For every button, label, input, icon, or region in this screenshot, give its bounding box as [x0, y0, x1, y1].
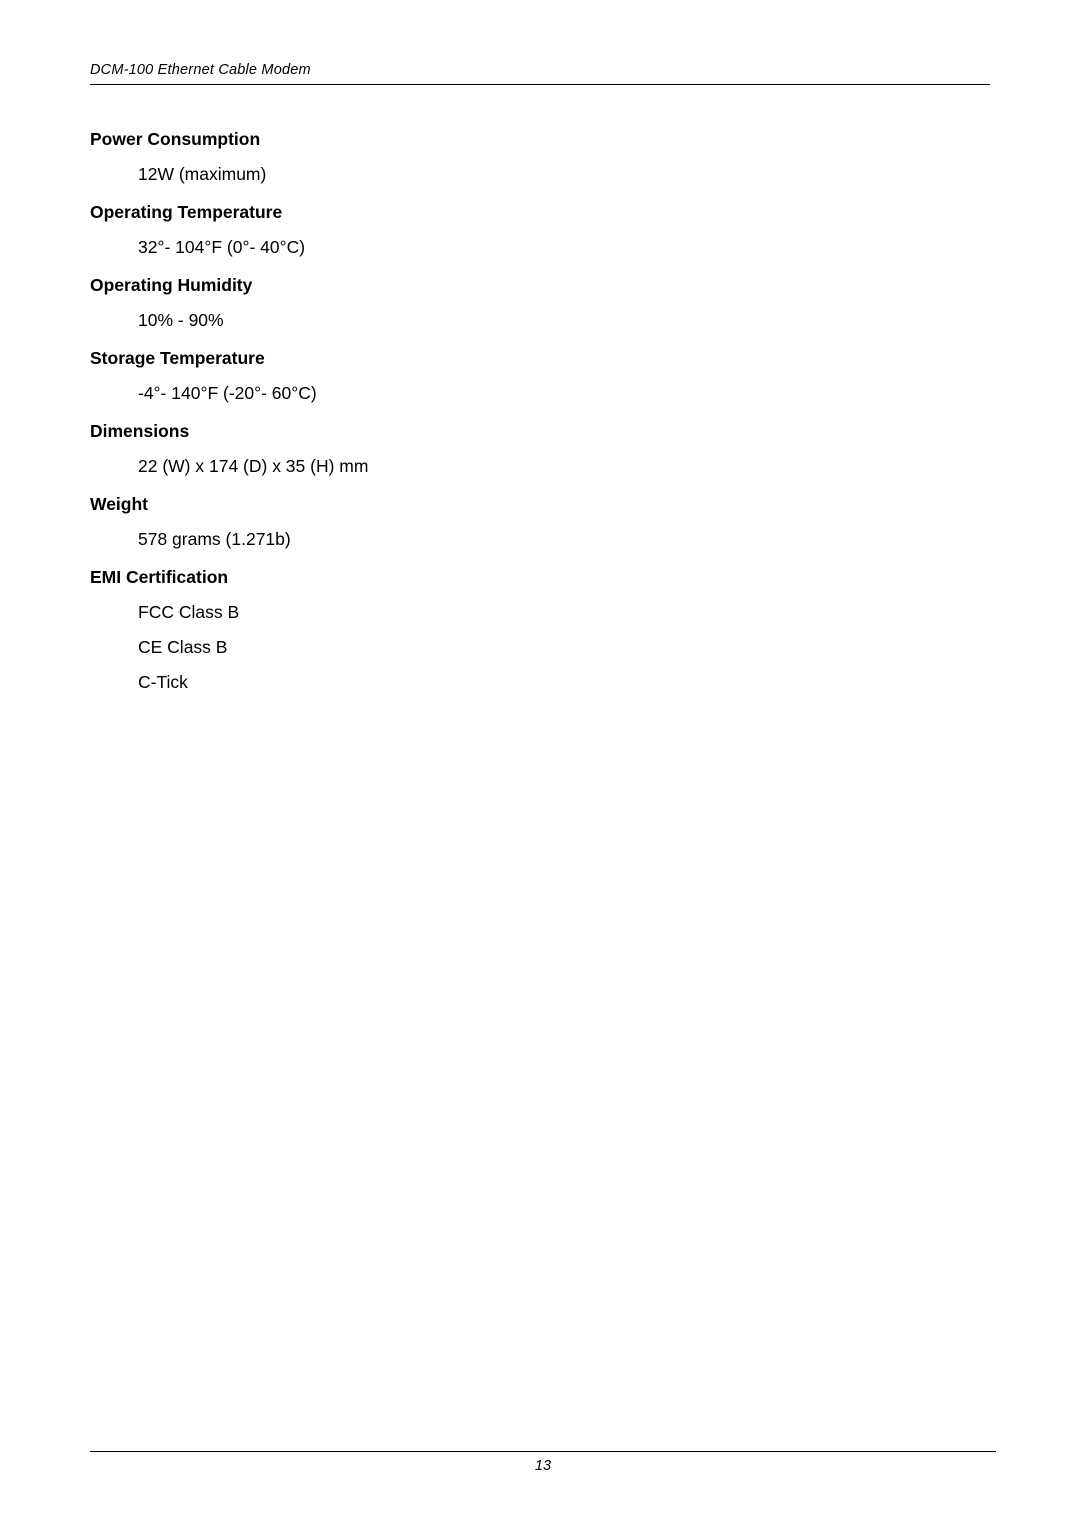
spec-heading: Operating Temperature: [90, 202, 990, 223]
spec-heading: Dimensions: [90, 421, 990, 442]
header-title: DCM-100 Ethernet Cable Modem: [90, 62, 990, 78]
spec-heading: Power Consumption: [90, 129, 990, 150]
page-footer: 13: [90, 1451, 996, 1474]
spec-value: 32°- 104°F (0°- 40°C): [138, 237, 990, 258]
document-page: DCM-100 Ethernet Cable Modem Power Consu…: [0, 0, 1080, 1528]
spec-value: 12W (maximum): [138, 164, 990, 185]
spec-value: FCC Class B: [138, 602, 990, 623]
spec-heading: Operating Humidity: [90, 275, 990, 296]
spec-value: CE Class B: [138, 637, 990, 658]
page-header: DCM-100 Ethernet Cable Modem: [90, 62, 990, 85]
spec-value: 578 grams (1.271b): [138, 529, 990, 550]
header-divider: [90, 84, 990, 85]
page-number: 13: [90, 1458, 996, 1474]
spec-heading: Storage Temperature: [90, 348, 990, 369]
spec-value: C-Tick: [138, 672, 990, 693]
spec-value: 10% - 90%: [138, 310, 990, 331]
spec-heading: EMI Certification: [90, 567, 990, 588]
footer-divider: [90, 1451, 996, 1452]
spec-list: Power Consumption 12W (maximum) Operatin…: [90, 129, 990, 693]
spec-value: 22 (W) x 174 (D) x 35 (H) mm: [138, 456, 990, 477]
spec-heading: Weight: [90, 494, 990, 515]
spec-value: -4°- 140°F (-20°- 60°C): [138, 383, 990, 404]
